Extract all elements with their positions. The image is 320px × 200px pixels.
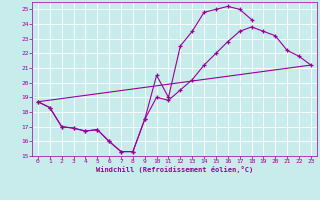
X-axis label: Windchill (Refroidissement éolien,°C): Windchill (Refroidissement éolien,°C) <box>96 166 253 173</box>
